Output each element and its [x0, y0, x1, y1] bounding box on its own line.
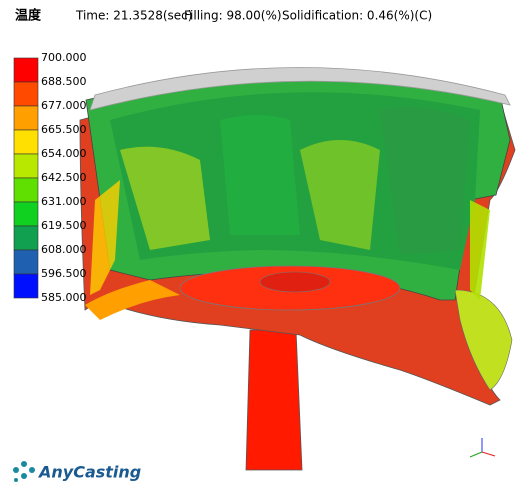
axis-triad: [469, 438, 496, 458]
logo-icon: [13, 461, 35, 482]
legend-swatch: [13, 81, 39, 107]
legend-label: 585.000: [41, 291, 87, 304]
legend-swatch: [13, 273, 39, 299]
legend-label: 700.000: [41, 51, 87, 64]
legend-label: 596.500: [41, 267, 87, 280]
legend-swatch: [13, 129, 39, 155]
legend: 700.000 688.500 677.000 665.500 654.000 642.5…: [13, 51, 87, 304]
legend-label: 619.500: [41, 219, 87, 232]
legend-swatch: [13, 57, 39, 83]
legend-swatch: [13, 105, 39, 131]
legend-label: 677.000: [41, 99, 87, 112]
header-solidification: Solidification: 0.46(%)(C): [282, 9, 432, 23]
legend-label: 654.000: [41, 147, 87, 160]
header-time: Time: 21.3528(sec): [75, 9, 192, 23]
legend-label: 631.000: [41, 195, 87, 208]
legend-label: 642.500: [41, 171, 87, 184]
legend-swatch: [13, 225, 39, 251]
header-filling: Filling: 98.00(%): [184, 9, 282, 23]
legend-swatch: [13, 153, 39, 179]
casting-model: [79, 67, 516, 471]
legend-label: 665.500: [41, 123, 87, 136]
legend-label: 608.000: [41, 243, 87, 256]
legend-swatch: [13, 201, 39, 227]
header-label: 温度: [15, 8, 42, 24]
legend-swatch: [13, 177, 39, 203]
legend-label: 688.500: [41, 75, 87, 88]
legend-swatch: [13, 249, 39, 275]
logo-text: AnyCasting: [37, 463, 141, 482]
